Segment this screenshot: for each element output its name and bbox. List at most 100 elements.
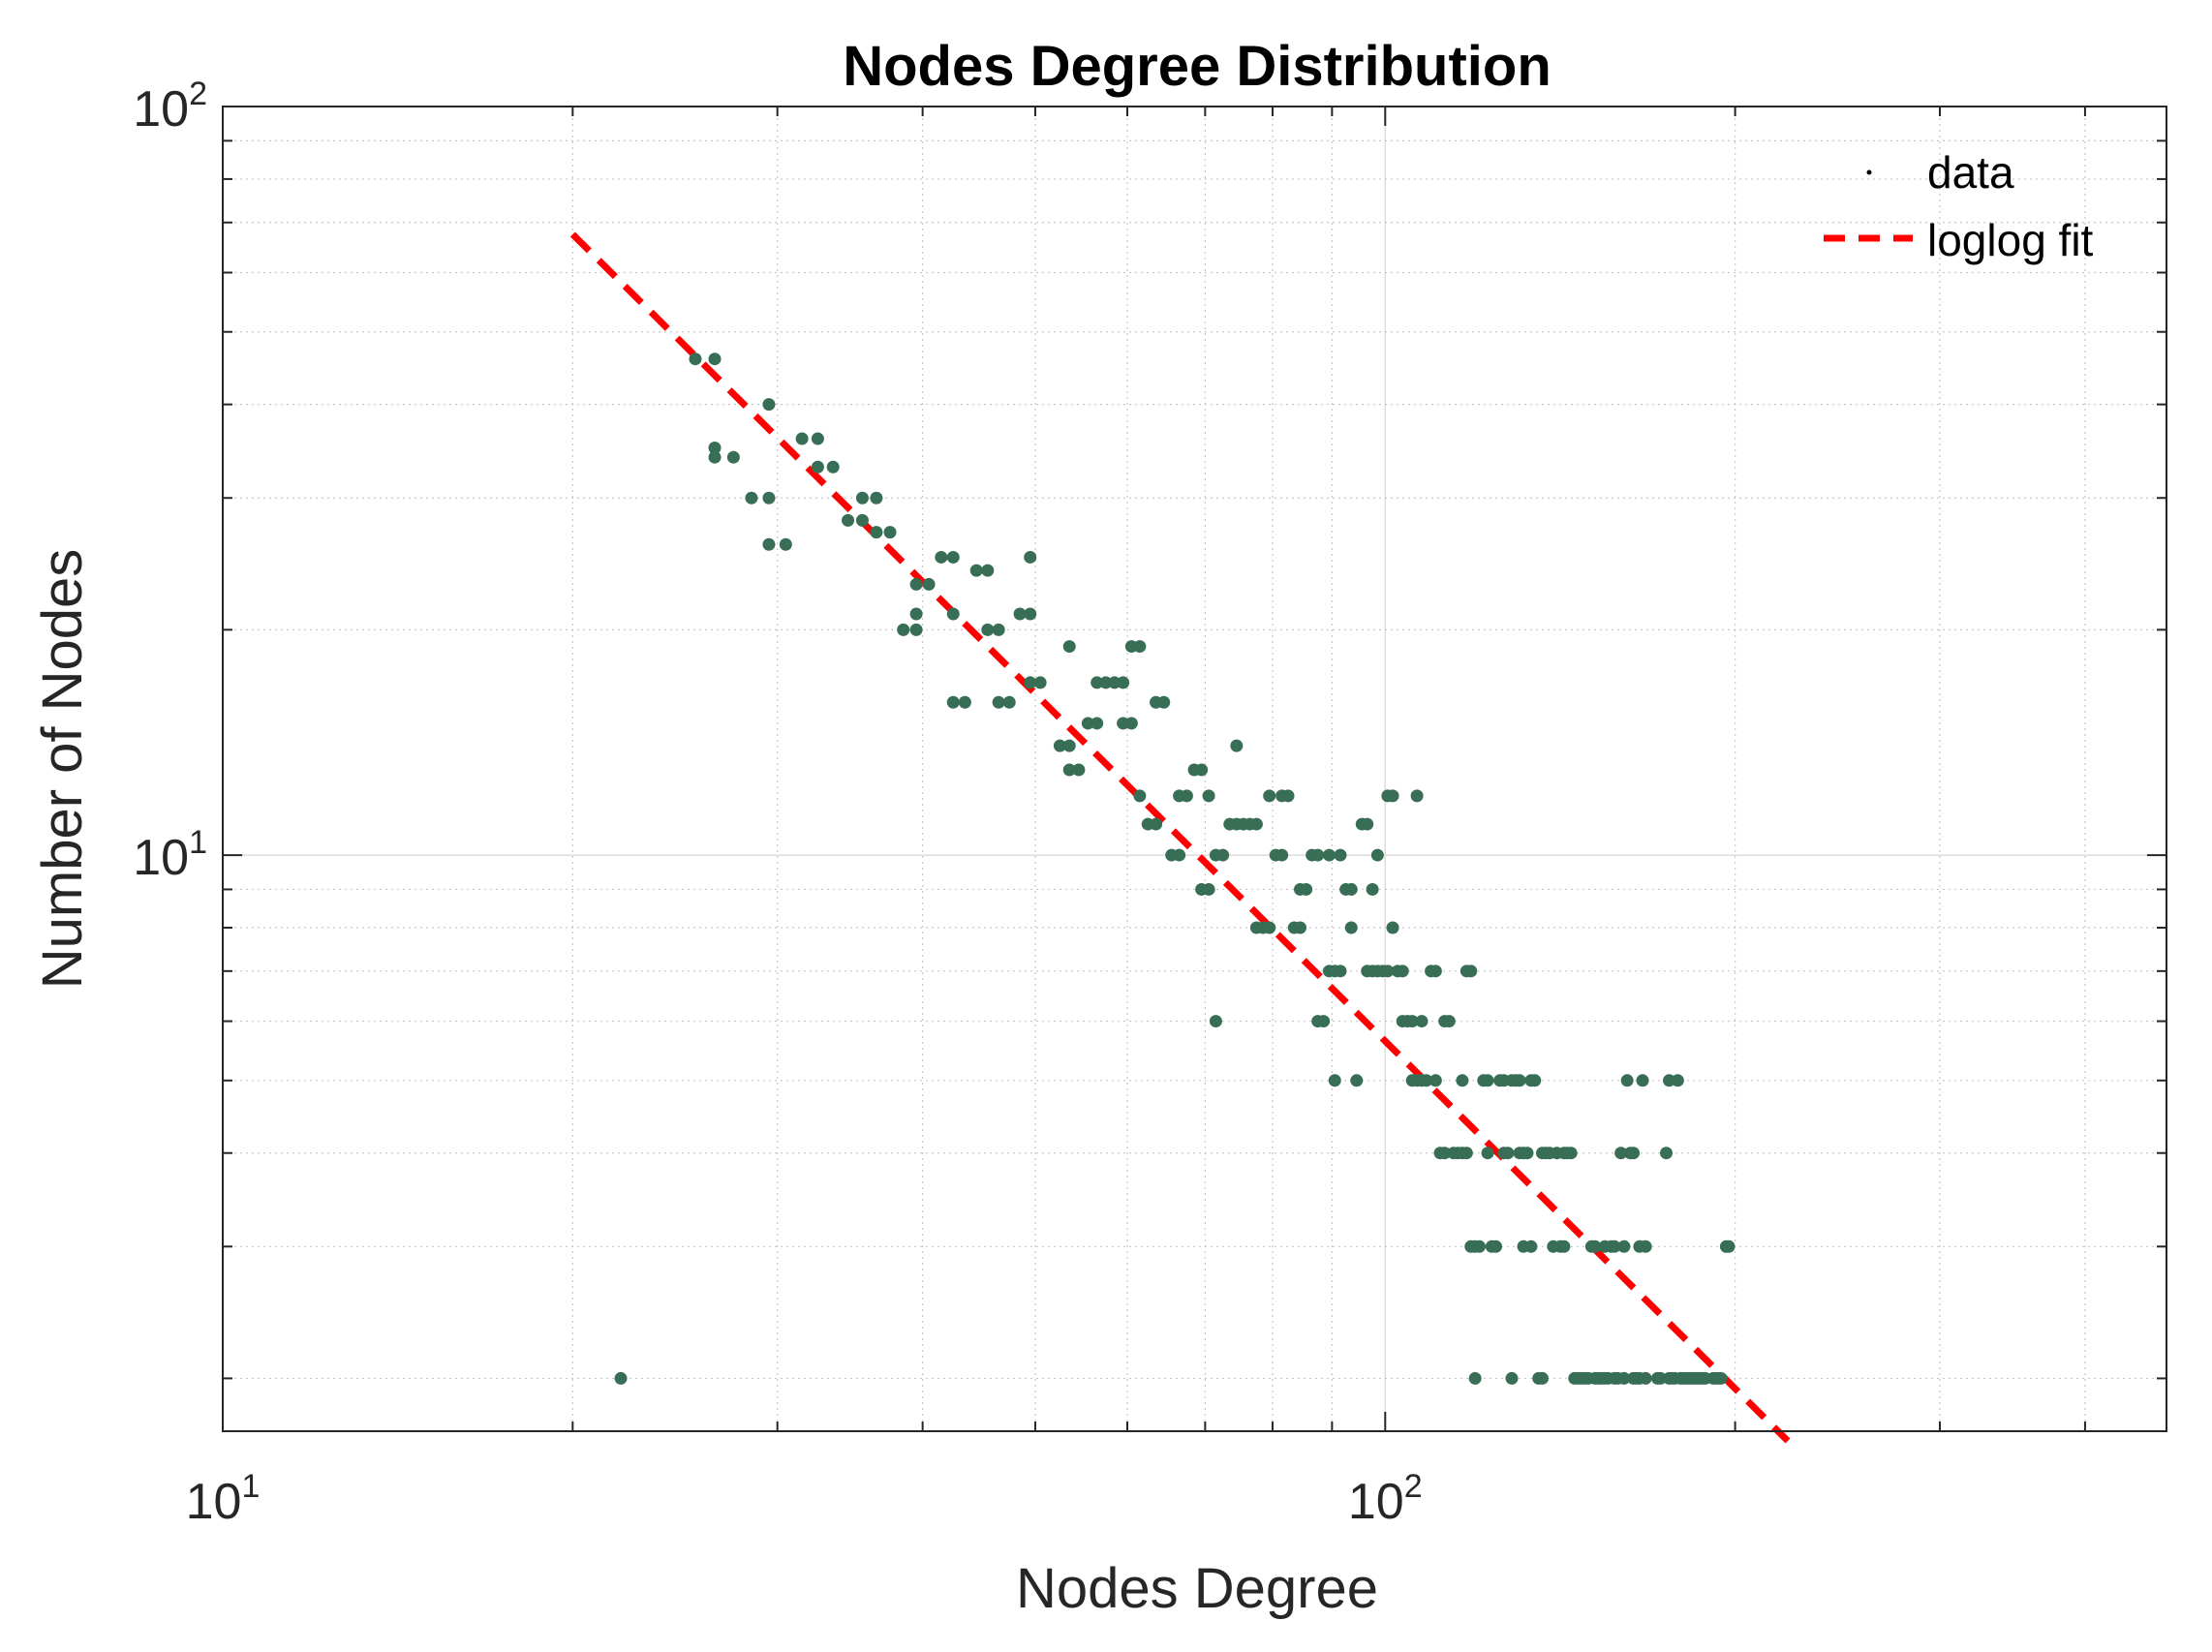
chart-title: Nodes Degree Distribution [843, 35, 1551, 98]
data-point [1608, 1239, 1621, 1253]
data-point [708, 450, 722, 464]
data-point [909, 607, 923, 621]
data-point [1202, 882, 1215, 896]
data-point [1617, 1371, 1631, 1385]
data-point [1722, 1239, 1736, 1253]
data-point [1386, 789, 1399, 803]
y-tick-label: 101 [133, 824, 207, 886]
data-point [708, 352, 722, 366]
data-point [1317, 1015, 1331, 1028]
data-point [855, 513, 869, 527]
data-point [1334, 964, 1347, 978]
data-point [1410, 789, 1424, 803]
data-point [1033, 676, 1047, 689]
data-point [958, 695, 971, 709]
data-point [1481, 1074, 1494, 1087]
data-point [1420, 1074, 1433, 1087]
data-point [883, 526, 897, 539]
data-point [946, 607, 960, 621]
data-point [922, 577, 936, 591]
data-point [1490, 1239, 1503, 1253]
data-point [1117, 676, 1130, 689]
data-points [614, 352, 1736, 1385]
data-point [870, 491, 883, 505]
data-point [1293, 921, 1306, 934]
data-point [969, 564, 983, 577]
data-point [842, 513, 855, 527]
y-tick-label: 102 [133, 76, 207, 138]
data-point [1524, 1239, 1538, 1253]
data-point [1415, 1015, 1429, 1028]
data-point [1053, 739, 1066, 752]
data-point [1671, 1074, 1684, 1087]
data-point [1157, 695, 1171, 709]
data-point [1464, 964, 1478, 978]
data-point [1557, 1239, 1571, 1253]
data-point [1714, 1371, 1728, 1385]
data-point [1429, 1074, 1442, 1087]
data-point [1230, 739, 1244, 752]
data-point [1564, 1147, 1578, 1160]
x-axis-label: Nodes Degree [1016, 1557, 1378, 1620]
data-point [1024, 607, 1037, 621]
data-point [1459, 1147, 1473, 1160]
data-point [1620, 1074, 1634, 1087]
data-point [1024, 676, 1037, 689]
fit-line [569, 231, 1791, 1444]
data-point [909, 577, 923, 591]
data-point [1249, 817, 1263, 831]
data-point [1322, 848, 1336, 862]
data-point [1062, 640, 1076, 654]
plot-frame [222, 106, 2167, 1432]
data-point [826, 460, 840, 474]
data-point [1062, 763, 1076, 777]
data-point [1180, 789, 1193, 803]
data-point [1350, 1074, 1364, 1087]
data-point [1133, 789, 1147, 803]
data-point [1344, 921, 1358, 934]
data-point [1275, 848, 1289, 862]
data-point [1660, 1147, 1674, 1160]
data-point [1481, 1147, 1494, 1160]
data-point [1091, 676, 1104, 689]
data-point [1370, 848, 1384, 862]
data-point [946, 695, 960, 709]
legend-data-label: data [1927, 147, 2014, 198]
data-point [1366, 882, 1379, 896]
fit-line-layer [569, 231, 1791, 1444]
data-point [1013, 607, 1027, 621]
axis-ticks: 101 102 101 102 [133, 76, 2166, 1530]
data-point [992, 695, 1005, 709]
data-point [1202, 789, 1215, 803]
data-point [1344, 882, 1358, 896]
data-point [1438, 1147, 1452, 1160]
data-point [1505, 1371, 1519, 1385]
data-point [1639, 1239, 1652, 1253]
data-point [1263, 921, 1276, 934]
data-point [1361, 817, 1374, 831]
data-point [726, 450, 740, 464]
data-point [1654, 1371, 1668, 1385]
data-point [1442, 1015, 1456, 1028]
data-point [992, 623, 1005, 636]
data-point [1328, 1074, 1341, 1087]
data-point [1216, 848, 1230, 862]
data-point [1381, 964, 1395, 978]
data-point [1456, 1074, 1469, 1087]
data-point [981, 623, 995, 636]
data-point [1639, 1371, 1652, 1385]
data-point [1396, 964, 1409, 978]
data-point [1081, 717, 1094, 730]
data-point [1002, 695, 1016, 709]
data-point [745, 491, 758, 505]
data-point [1636, 1074, 1649, 1087]
data-point [1209, 1015, 1222, 1028]
legend: data loglog fit [1824, 147, 2094, 265]
data-point [1386, 921, 1399, 934]
data-point [981, 564, 995, 577]
y-axis-label: Number of Nodes [31, 549, 94, 990]
data-point [708, 441, 722, 454]
data-point [1124, 717, 1138, 730]
